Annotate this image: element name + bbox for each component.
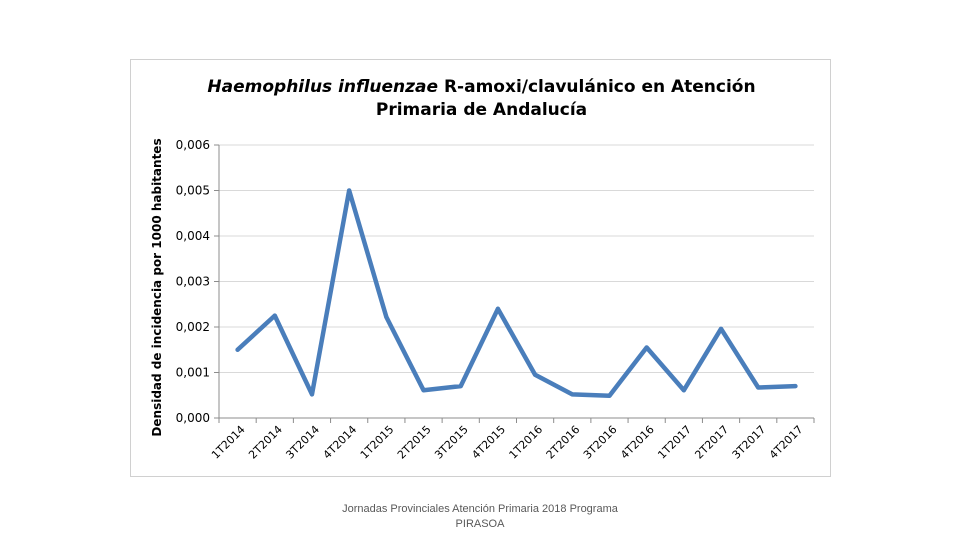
data-point <box>756 385 761 390</box>
x-tick-label: 2T2014 <box>246 423 285 462</box>
series-line <box>235 188 798 398</box>
x-tick-label: 1T2016 <box>507 423 546 462</box>
y-tick-label: 0,002 <box>176 320 210 334</box>
x-tick-label: 1T2015 <box>358 423 397 462</box>
data-point <box>644 345 649 350</box>
chart-title-line2: Primaria de Andalucía <box>375 100 588 120</box>
x-tick-label: 4T2016 <box>618 423 657 462</box>
x-tick-label: 2T2017 <box>692 423 731 462</box>
x-tick-label: 2T2015 <box>395 423 434 462</box>
data-point <box>384 314 389 319</box>
y-tick-label: 0,004 <box>176 229 210 243</box>
data-point <box>458 384 463 389</box>
data-point <box>793 384 798 389</box>
chart-title-italic: Haemophilus influenzae <box>207 77 439 97</box>
data-point <box>235 347 240 352</box>
data-point <box>681 388 686 393</box>
y-tick-label: 0,000 <box>176 411 210 425</box>
data-point <box>347 188 352 193</box>
x-tick-label: 2T2016 <box>544 423 583 462</box>
data-point <box>272 313 277 318</box>
x-tick-label: 3T2014 <box>283 423 322 462</box>
chart-frame: Haemophilus influenzae R-amoxi/clavuláni… <box>130 59 831 477</box>
line-chart: 0,000 0,001 0,002 0,003 0,004 0,005 0,006 1T201… <box>150 138 815 462</box>
x-tick-label: 4T2014 <box>321 423 360 462</box>
chart-title: Haemophilus influenzae R-amoxi/clavuláni… <box>131 76 832 122</box>
y-tick-label: 0,006 <box>176 138 210 152</box>
data-point <box>421 388 426 393</box>
chart-title-rest: R-amoxi/clavulánico en Atención <box>438 77 756 97</box>
data-point <box>570 392 575 397</box>
x-tick-label: 4T2017 <box>767 423 806 462</box>
footer: Jornadas Provinciales Atención Primaria … <box>330 502 630 532</box>
footer-line2: PIRASOA <box>455 518 505 530</box>
data-point <box>533 372 538 377</box>
y-tick-label: 0,001 <box>176 366 210 380</box>
footer-line1: Jornadas Provinciales Atención Primaria … <box>342 503 618 515</box>
y-tick-label: 0,005 <box>176 184 210 198</box>
x-tick-label: 3T2017 <box>730 423 769 462</box>
x-tick-label: 3T2015 <box>432 423 471 462</box>
data-point <box>309 392 314 397</box>
x-tick-label: 3T2016 <box>581 423 620 462</box>
y-axis-title: Densidad de incidencia por 1000 habitant… <box>150 138 164 436</box>
data-point <box>607 393 612 398</box>
y-tick-label: 0,003 <box>176 275 210 289</box>
data-point <box>719 326 724 331</box>
x-tick-label: 1T2017 <box>655 423 694 462</box>
data-point <box>495 306 500 311</box>
x-tick-label: 1T2014 <box>209 423 248 462</box>
x-tick-label: 4T2015 <box>469 423 508 462</box>
